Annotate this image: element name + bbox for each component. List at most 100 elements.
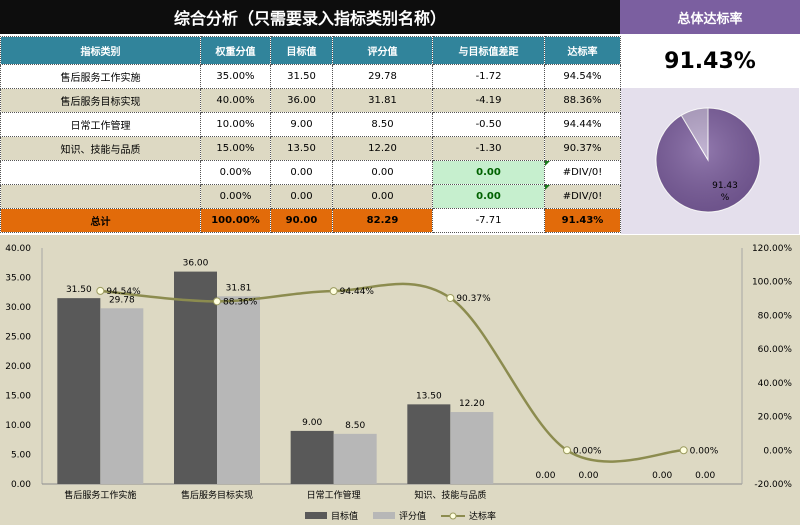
cell-score[interactable]: 31.81 — [332, 88, 433, 113]
total-label[interactable]: 总计 — [0, 208, 201, 233]
y2-tick-label: 100.00% — [752, 278, 792, 288]
combo-chart: 0.00 5.00 10.00 15.00 20.00 25.00 30.00 35.00 40… — [0, 235, 800, 525]
legend-label-target: 目标值 — [331, 510, 358, 522]
cell-category[interactable]: 售后服务工作实施 — [0, 64, 201, 89]
pie-label: 91.43 — [712, 181, 738, 191]
table-row: 0.00% 0.00 0.00 0.00 #DIV/0! — [0, 184, 621, 209]
y-tick-label: 15.00 — [5, 392, 31, 402]
y-tick-label: 5.00 — [11, 451, 31, 461]
cell-gap[interactable]: -1.30 — [432, 136, 545, 161]
cell-rate[interactable]: 94.44% — [544, 112, 621, 137]
legend-marker-rate — [449, 512, 457, 520]
overall-rate-pie: 91.43 % — [655, 107, 761, 213]
y-tick-label: 20.00 — [5, 362, 31, 372]
cell-rate[interactable]: 88.36% — [544, 88, 621, 113]
cell-rate[interactable]: 90.37% — [544, 136, 621, 161]
overall-rate-value[interactable]: 91.43% — [621, 36, 799, 87]
data-label-score: 8.50 — [345, 421, 365, 431]
pie-shading — [656, 108, 760, 212]
data-label-score: 29.78 — [109, 295, 135, 305]
cell-target[interactable]: 36.00 — [270, 88, 333, 113]
data-label-rate: 94.44% — [340, 287, 375, 297]
bar-score — [333, 433, 377, 484]
cell-weight[interactable]: 15.00% — [200, 136, 271, 161]
bar-score — [217, 296, 260, 484]
y2-tick-label: 20.00% — [758, 413, 793, 423]
cell-category[interactable]: 日常工作管理 — [0, 112, 201, 137]
cell-category[interactable]: 知识、技能与品质 — [0, 136, 201, 161]
rate-marker — [329, 287, 338, 296]
cell-rate[interactable]: #DIV/0! — [544, 184, 621, 209]
data-label-target: 0.00 — [652, 471, 672, 481]
y-tick-label: 10.00 — [5, 421, 31, 431]
cell-weight[interactable]: 10.00% — [200, 112, 271, 137]
cell-category[interactable] — [0, 184, 201, 209]
cell-category[interactable] — [0, 160, 201, 185]
cell-target[interactable]: 0.00 — [270, 160, 333, 185]
cell-gap[interactable]: -0.50 — [432, 112, 545, 137]
data-label-rate: 94.54% — [106, 287, 141, 297]
y2-tick-label: 80.00% — [758, 311, 793, 321]
data-label-rate: 0.00% — [690, 446, 719, 456]
x-tick-label: 售后服务目标实现 — [181, 489, 253, 501]
bar-score — [450, 412, 494, 484]
cell-weight[interactable]: 0.00% — [200, 160, 271, 185]
data-label-rate: 0.00% — [573, 446, 602, 456]
cell-target[interactable]: 0.00 — [270, 184, 333, 209]
data-label-target: 9.00 — [302, 418, 322, 428]
cell-weight[interactable]: 35.00% — [200, 64, 271, 89]
pie-label-unit: % — [721, 193, 730, 203]
bar-target — [407, 404, 451, 484]
total-weight[interactable]: 100.00% — [200, 208, 271, 233]
total-target[interactable]: 90.00 — [270, 208, 333, 233]
legend-swatch-score — [373, 512, 395, 519]
total-rate[interactable]: 91.43% — [544, 208, 621, 233]
combo-chart-svg: 0.00 5.00 10.00 15.00 20.00 25.00 30.00 35.00 40… — [0, 235, 800, 525]
y2-tick-label: 40.00% — [758, 379, 793, 389]
cell-score[interactable]: 12.20 — [332, 136, 433, 161]
bar-target — [57, 298, 101, 484]
total-score[interactable]: 82.29 — [332, 208, 433, 233]
cell-target[interactable]: 31.50 — [270, 64, 333, 89]
bar-target — [174, 271, 217, 484]
col-header-gap: 与目标值差距 — [432, 36, 545, 65]
cell-weight[interactable]: 0.00% — [200, 184, 271, 209]
bar-target — [290, 430, 334, 484]
col-header-weight: 权重分值 — [200, 36, 271, 65]
table-row: 知识、技能与品质 15.00% 13.50 12.20 -1.30 90.37% — [0, 136, 621, 161]
data-label-target: 36.00 — [183, 259, 209, 269]
cell-gap[interactable]: -1.72 — [432, 64, 545, 89]
x-tick-label: 知识、技能与品质 — [414, 489, 486, 501]
rate-marker — [563, 446, 571, 455]
cell-score[interactable]: 29.78 — [332, 64, 433, 89]
bar-score — [100, 308, 144, 484]
cell-score[interactable]: 0.00 — [332, 184, 433, 209]
data-label-score: 0.00 — [578, 471, 598, 481]
table-row: 售后服务目标实现 40.00% 36.00 31.81 -4.19 88.36% — [0, 88, 621, 113]
cell-category[interactable]: 售后服务目标实现 — [0, 88, 201, 113]
data-label-score: 31.81 — [226, 283, 252, 293]
cell-rate[interactable]: 94.54% — [544, 64, 621, 89]
cell-weight[interactable]: 40.00% — [200, 88, 271, 113]
col-header-category: 指标类别 — [0, 36, 201, 65]
total-gap[interactable]: -7.71 — [432, 208, 545, 233]
cell-rate[interactable]: #DIV/0! — [544, 160, 621, 185]
data-label-rate: 88.36% — [223, 297, 258, 307]
x-tick-label: 售后服务工作实施 — [64, 489, 136, 501]
cell-gap[interactable]: -4.19 — [432, 88, 545, 113]
x-tick-label: 日常工作管理 — [307, 489, 361, 501]
cell-gap[interactable]: 0.00 — [432, 160, 545, 185]
legend-label-rate: 达标率 — [469, 510, 496, 522]
cell-target[interactable]: 13.50 — [270, 136, 333, 161]
cell-score[interactable]: 8.50 — [332, 112, 433, 137]
data-label-target: 0.00 — [535, 471, 555, 481]
y2-tick-label: 120.00% — [752, 244, 792, 254]
legend-swatch-target — [305, 512, 327, 519]
cell-target[interactable]: 9.00 — [270, 112, 333, 137]
cell-score[interactable]: 0.00 — [332, 160, 433, 185]
cell-gap[interactable]: 0.00 — [432, 184, 545, 209]
y-tick-label: 40.00 — [5, 244, 31, 254]
table-row: 日常工作管理 10.00% 9.00 8.50 -0.50 94.44% — [0, 112, 621, 137]
rate-marker — [96, 286, 105, 295]
data-label-score: 12.20 — [459, 399, 485, 409]
